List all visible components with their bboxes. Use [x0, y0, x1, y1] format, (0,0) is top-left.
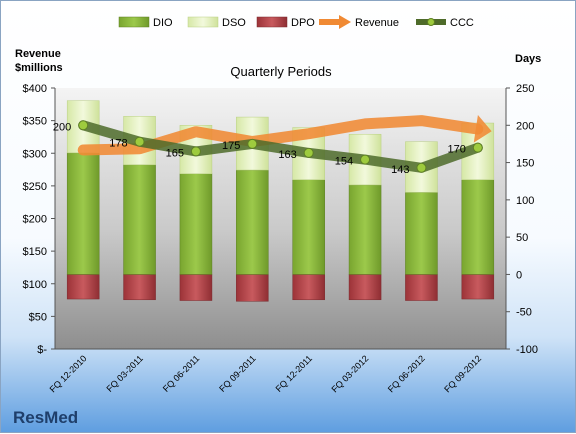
dio-bar	[236, 169, 269, 275]
right-tick-label: 0	[516, 269, 522, 281]
ccc-data-label: 200	[53, 121, 71, 133]
x-tick-label: FQ 09-2012	[442, 353, 483, 394]
ccc-point	[78, 120, 89, 131]
ccc-point	[247, 138, 258, 149]
dio-bar	[461, 179, 495, 275]
left-tick-label: $350	[23, 116, 47, 128]
ccc-data-label: 175	[222, 140, 240, 152]
x-tick-label: FQ 03-2012	[329, 353, 370, 394]
ccc-point	[416, 162, 427, 173]
dio-bar	[405, 192, 438, 275]
x-tick-label: FQ 06-2012	[386, 353, 427, 394]
dio-bar	[66, 152, 100, 275]
dpo-bar	[236, 274, 269, 302]
dpo-bar	[292, 274, 325, 301]
ccc-point	[303, 147, 314, 158]
legend-swatch-dpo	[256, 16, 288, 28]
right-tick-label: -100	[516, 344, 538, 356]
dpo-bar	[405, 274, 438, 301]
ccc-point	[134, 136, 145, 147]
left-axis-label-units: $millions	[15, 62, 63, 74]
right-tick-label: 100	[516, 195, 534, 207]
legend-label-ccc: CCC	[450, 17, 474, 29]
legend-swatch-ccc-point	[427, 18, 435, 26]
left-tick-label: $-	[37, 344, 47, 356]
legend-label-dpo: DPO	[291, 17, 315, 29]
ccc-data-label: 154	[335, 156, 353, 168]
left-axis-label: Revenue	[15, 48, 61, 60]
legend-label-revenue: Revenue	[355, 17, 399, 29]
legend-swatch-dso	[187, 16, 219, 28]
dio-bar	[292, 179, 325, 275]
x-tick-label: FQ 03-2011	[104, 353, 145, 394]
dpo-bar	[348, 274, 382, 301]
right-axis-label: Days	[515, 53, 541, 65]
legend-swatch-revenue-arrow	[339, 15, 351, 29]
left-tick-label: $150	[23, 246, 47, 258]
legend-swatch-dio	[118, 16, 150, 28]
ccc-data-label: 165	[166, 147, 184, 159]
revenue-arrowhead	[473, 114, 492, 143]
ccc-point	[360, 154, 371, 165]
dio-bar	[179, 173, 213, 275]
x-tick-label: FQ 12-2010	[48, 353, 89, 394]
company-name: ResMed	[13, 408, 78, 427]
right-tick-label: 200	[516, 120, 534, 132]
ccc-data-label: 170	[447, 144, 465, 156]
left-tick-label: $250	[23, 181, 47, 193]
dio-bar	[123, 164, 156, 275]
dpo-bar	[123, 274, 156, 301]
left-tick-label: $300	[23, 148, 47, 160]
x-tick-label: FQ 12-2011	[274, 353, 315, 394]
ccc-data-label: 163	[278, 149, 296, 161]
ccc-line	[78, 120, 483, 173]
right-tick-label: 50	[516, 232, 528, 244]
dpo-bar	[461, 274, 495, 300]
x-tick-label: FQ 09-2011	[217, 353, 258, 394]
ccc-point	[190, 146, 201, 157]
x-tick-label: FQ 06-2011	[161, 353, 202, 394]
ccc-point	[472, 142, 483, 153]
left-tick-label: $100	[23, 279, 47, 291]
left-tick-label: $200	[23, 214, 47, 226]
chart-title: Quarterly Periods	[230, 64, 332, 79]
ccc-data-label: 143	[391, 164, 409, 176]
dpo-bar	[66, 274, 100, 300]
left-tick-label: $50	[29, 311, 47, 323]
legend-label-dso: DSO	[222, 17, 246, 29]
legend-label-dio: DIO	[153, 17, 173, 29]
right-tick-label: 150	[516, 158, 534, 170]
dpo-bar	[179, 274, 213, 301]
dio-bar	[348, 184, 382, 275]
ccc-data-label: 178	[109, 138, 127, 150]
right-tick-label: 250	[516, 83, 534, 95]
left-tick-label: $400	[23, 83, 47, 95]
right-tick-label: -50	[516, 307, 532, 319]
